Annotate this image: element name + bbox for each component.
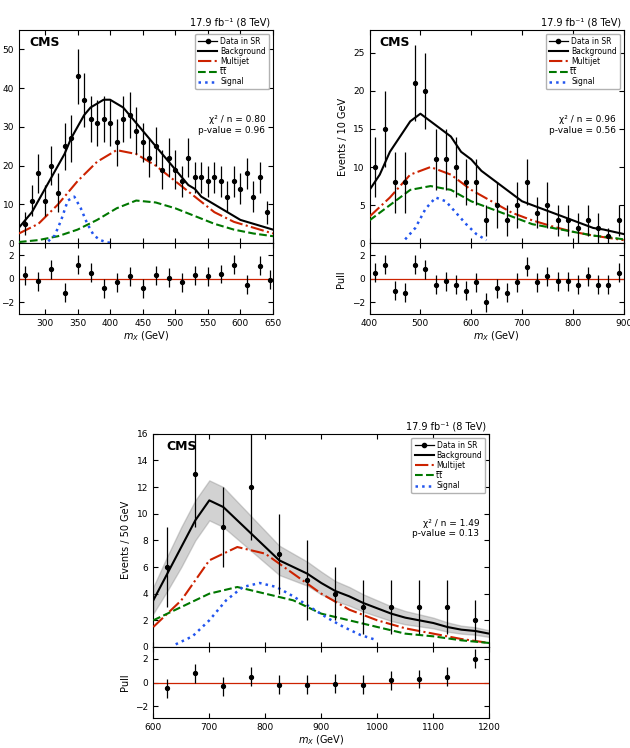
Text: χ² / n = 1.49
p-value = 0.13: χ² / n = 1.49 p-value = 0.13 <box>412 519 479 539</box>
Y-axis label: Pull: Pull <box>120 674 130 691</box>
Text: 17.9 fb⁻¹ (8 TeV): 17.9 fb⁻¹ (8 TeV) <box>406 422 486 432</box>
Text: 17.9 fb⁻¹ (8 TeV): 17.9 fb⁻¹ (8 TeV) <box>190 18 270 28</box>
Legend: Data in SR, Background, Multijet, t̅t̅, Signal: Data in SR, Background, Multijet, t̅t̅, … <box>411 438 486 493</box>
Text: χ² / n = 0.80
p-value = 0.96: χ² / n = 0.80 p-value = 0.96 <box>198 115 265 135</box>
Legend: Data in SR, Background, Multijet, t̅t̅, Signal: Data in SR, Background, Multijet, t̅t̅, … <box>546 34 620 90</box>
Y-axis label: Events / 50 GeV: Events / 50 GeV <box>122 501 132 580</box>
X-axis label: $m_X$ (GeV): $m_X$ (GeV) <box>473 330 520 343</box>
Text: 17.9 fb⁻¹ (8 TeV): 17.9 fb⁻¹ (8 TeV) <box>541 18 621 28</box>
Text: CMS: CMS <box>29 37 60 49</box>
Y-axis label: Pull: Pull <box>336 270 346 287</box>
Text: χ² / n = 0.96
p-value = 0.56: χ² / n = 0.96 p-value = 0.56 <box>549 115 616 135</box>
X-axis label: $m_X$ (GeV): $m_X$ (GeV) <box>298 733 345 747</box>
Text: CMS: CMS <box>167 440 197 453</box>
Text: CMS: CMS <box>380 37 410 49</box>
Y-axis label: Events / 10 GeV: Events / 10 GeV <box>338 97 348 176</box>
X-axis label: $m_X$ (GeV): $m_X$ (GeV) <box>123 330 169 343</box>
Legend: Data in SR, Background, Multijet, t̅t̅, Signal: Data in SR, Background, Multijet, t̅t̅, … <box>195 34 269 90</box>
